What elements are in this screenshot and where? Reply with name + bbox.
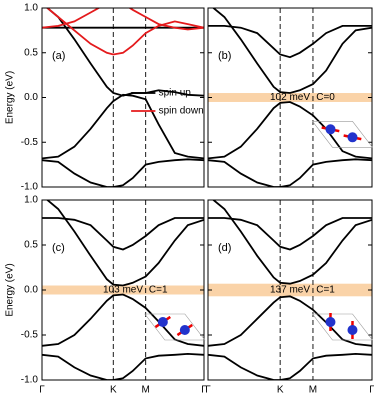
gap-label: 103 meV: [103, 285, 143, 296]
gap-label: 137 meV: [270, 285, 310, 296]
atom: [325, 317, 335, 327]
band-line: [42, 159, 204, 187]
panel-label: (c): [52, 242, 65, 254]
band-line: [208, 196, 372, 284]
y-tick-label: -0.5: [21, 137, 39, 148]
y-tick-label: 0.5: [24, 240, 38, 251]
band-line: [42, 295, 204, 346]
band-line: [42, 0, 204, 30]
band-line: [42, 4, 204, 96]
y-tick-label: -1.0: [21, 182, 39, 193]
gap-label: 102 meV: [270, 92, 310, 103]
atom: [325, 124, 335, 134]
x-tick-label: Γ: [39, 385, 45, 396]
panel-label: (b): [218, 50, 231, 62]
x-tick-label: K: [110, 385, 117, 396]
atom: [347, 132, 357, 142]
chern-number: C=1: [149, 285, 168, 296]
y-tick-label: 0.0: [24, 285, 38, 296]
y-tick-label: 1.0: [24, 3, 38, 14]
y-tick-label: -0.5: [21, 330, 39, 341]
x-tick-label: M: [142, 385, 150, 396]
panel-label: (d): [218, 242, 231, 254]
structure-inset: [145, 314, 205, 340]
legend-label: spin down: [159, 106, 204, 117]
y-axis-label: Energy (eV): [5, 71, 16, 124]
band-line: [42, 95, 204, 159]
chern-number: C=0: [316, 92, 335, 103]
y-tick-label: 0.5: [24, 47, 38, 58]
band-line: [208, 102, 372, 158]
y-axis-label: Energy (eV): [5, 263, 16, 316]
band-line: [208, 159, 372, 187]
x-tick-label: Γ: [369, 385, 374, 396]
x-tick-label: K: [277, 385, 284, 396]
atom: [158, 317, 168, 327]
atom: [347, 325, 357, 335]
legend-label: spin up: [159, 88, 192, 99]
x-tick-label: M: [309, 385, 317, 396]
y-tick-label: 1.0: [24, 195, 38, 206]
band-line: [42, 196, 204, 286]
band-line: [208, 354, 372, 380]
band-line: [208, 4, 372, 94]
y-tick-label: -1.0: [21, 375, 39, 386]
band-line: [42, 354, 204, 380]
y-tick-label: 0.0: [24, 92, 38, 103]
chern-number: C=1: [316, 285, 335, 296]
band-line: [208, 296, 372, 346]
band-line: [208, 26, 372, 57]
cell-outline: [145, 314, 205, 340]
atom: [180, 325, 190, 335]
x-tick-label: Γ: [205, 385, 211, 396]
panel-label: (a): [52, 50, 65, 62]
